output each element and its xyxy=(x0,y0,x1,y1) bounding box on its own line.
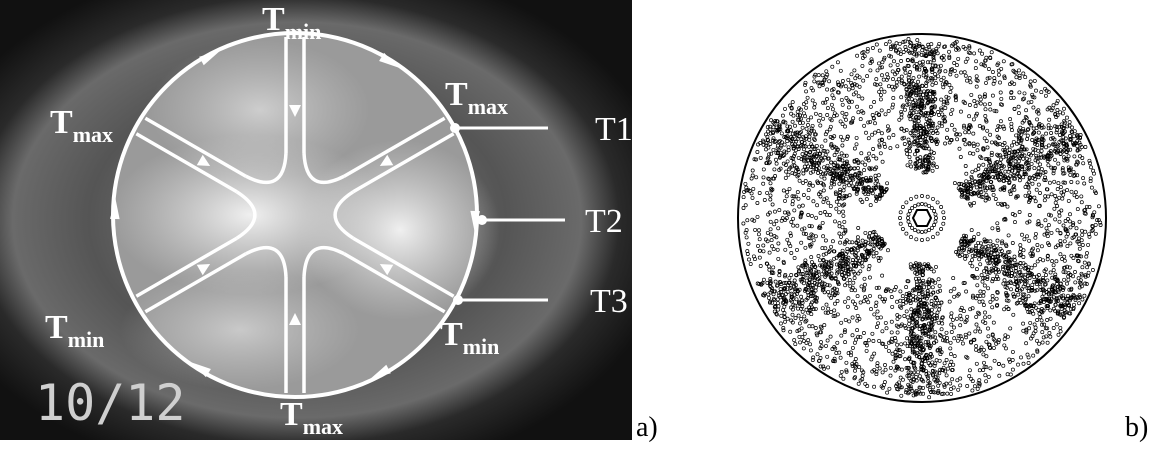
subscript: min xyxy=(68,327,105,352)
subscript: max xyxy=(73,122,113,147)
panel-b xyxy=(738,34,1106,402)
subscript: min xyxy=(285,19,322,44)
symbol: T xyxy=(262,1,285,38)
figure: 10/12 TminTmaxTmaxTminTminTmaxT1T2T3 a) … xyxy=(0,0,1163,450)
probe-label: T3 xyxy=(590,283,628,320)
symbol: T xyxy=(280,396,303,433)
symbol: T xyxy=(440,316,463,353)
probe-label: T2 xyxy=(585,203,623,240)
subscript: max xyxy=(303,414,343,439)
symbol: T xyxy=(50,104,73,141)
symbol: T xyxy=(45,309,68,346)
subscript: max xyxy=(468,94,508,119)
caption-a: a) xyxy=(636,412,658,443)
timestamp: 10/12 xyxy=(35,374,186,432)
symbol: T xyxy=(445,76,468,113)
probe-label: T1 xyxy=(595,111,633,148)
caption-b: b) xyxy=(1125,412,1148,443)
subscript: min xyxy=(463,334,500,359)
panel-a: 10/12 TminTmaxTmaxTminTminTmaxT1T2T3 xyxy=(0,0,633,440)
